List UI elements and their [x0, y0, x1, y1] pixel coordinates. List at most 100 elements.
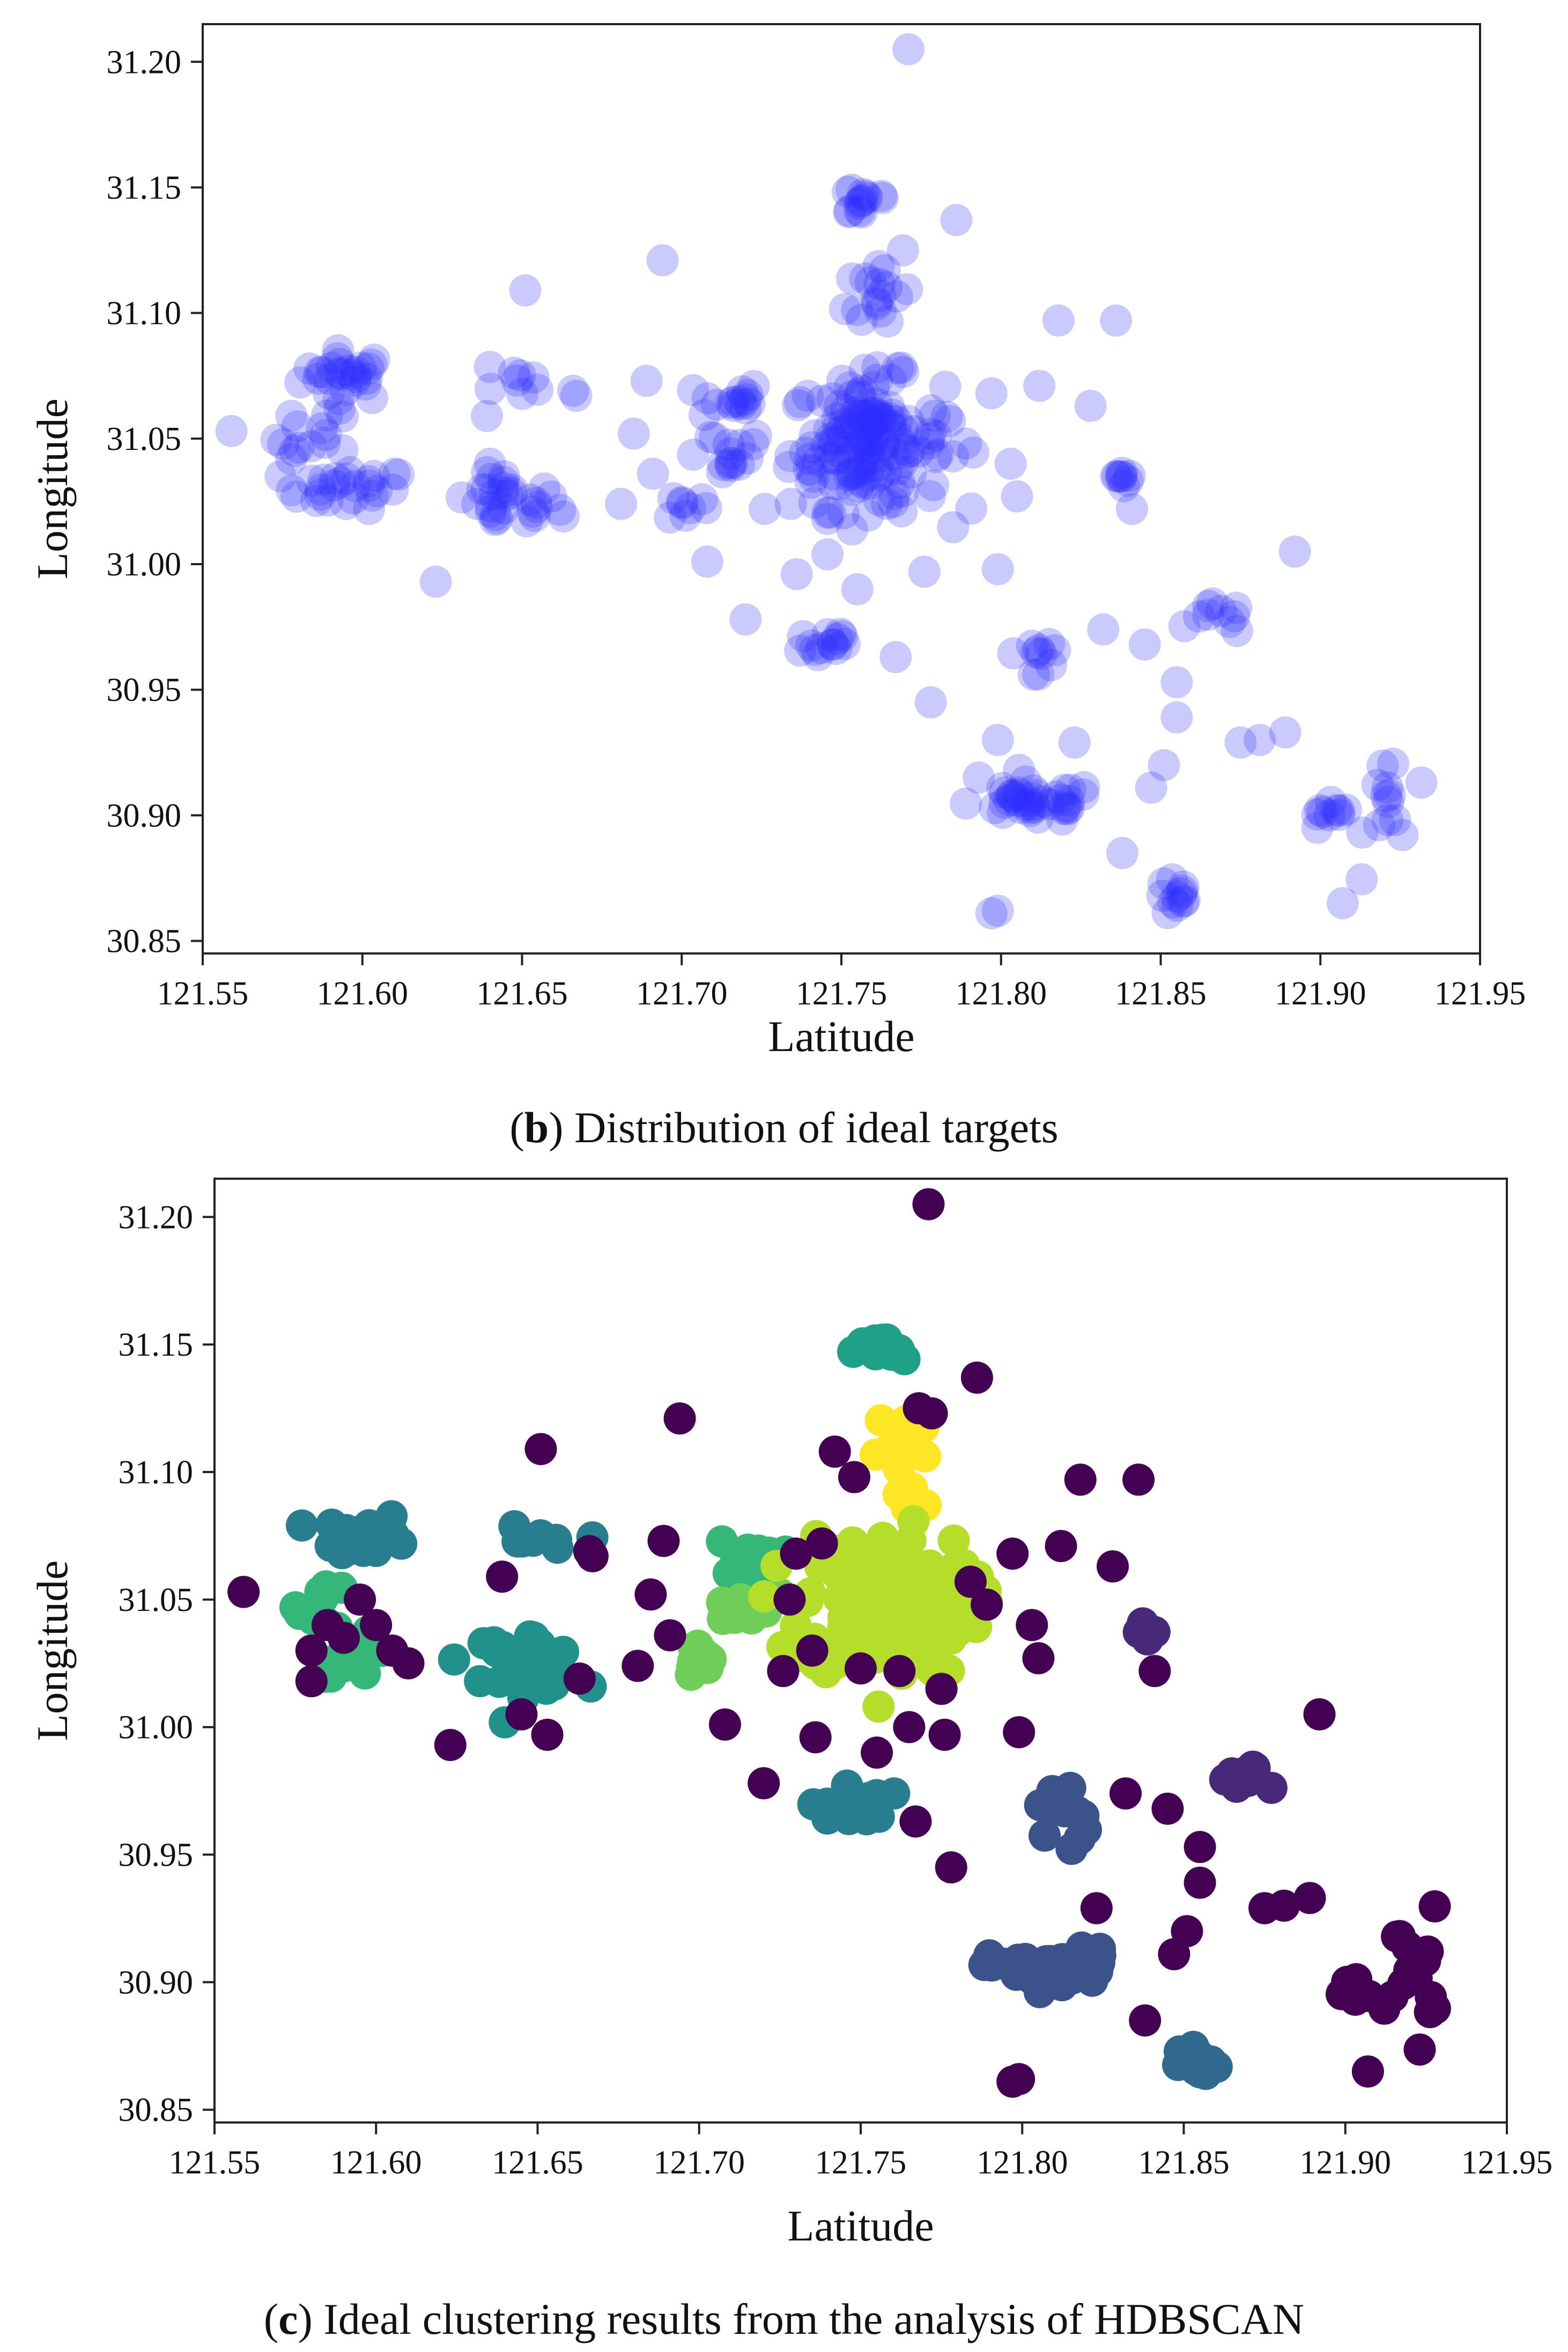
panel-c-y-axis-label: Longitude [28, 1560, 77, 1741]
scatter-point [1180, 2051, 1213, 2084]
scatter-point [797, 461, 830, 493]
scatter-point [350, 363, 383, 395]
scatter-point [902, 435, 935, 468]
panel-b-y-tick-label: 31.10 [107, 295, 182, 332]
scatter-point [831, 175, 864, 208]
scatter-point [861, 351, 894, 383]
scatter-point [888, 1343, 921, 1375]
scatter-point [1161, 881, 1194, 913]
scatter-point [1418, 1890, 1451, 1922]
scatter-point [883, 467, 916, 499]
scatter-point-outlier [912, 1188, 945, 1221]
scatter-point [782, 389, 814, 421]
scatter-point-outlier [767, 1655, 800, 1688]
scatter-point [284, 366, 317, 399]
scatter-point [1304, 794, 1336, 826]
scatter-point-outlier [471, 400, 503, 432]
scatter-point [1313, 799, 1346, 832]
scatter-point [304, 356, 336, 388]
scatter-point [822, 435, 855, 468]
scatter-point [854, 411, 886, 443]
scatter-point-outlier [617, 417, 650, 450]
scatter-point-outlier [328, 1622, 360, 1654]
scatter-point [860, 441, 892, 474]
scatter-point [1301, 798, 1334, 831]
scatter-point-outlier [1064, 1463, 1097, 1496]
scatter-point [847, 177, 879, 210]
scatter-point [487, 465, 520, 498]
scatter-point-outlier [773, 1583, 806, 1616]
scatter-point [795, 454, 828, 487]
scatter-point [832, 411, 865, 443]
scatter-point [1018, 788, 1051, 821]
scatter-point [794, 442, 826, 475]
scatter-point [912, 427, 945, 460]
scatter-point [1105, 456, 1138, 489]
panel-b-x-tick-label: 121.90 [1275, 975, 1366, 1012]
scatter-point [715, 387, 748, 419]
scatter-point [898, 415, 930, 448]
panel-c-y-tick-label: 31.20 [119, 1199, 194, 1236]
scatter-point [833, 196, 866, 228]
scatter-point [1070, 1955, 1103, 1988]
scatter-point [688, 398, 721, 431]
scatter-point [690, 492, 722, 524]
scatter-point-outlier [934, 405, 966, 437]
scatter-point [474, 373, 507, 405]
scatter-point [849, 262, 882, 295]
scatter-point [882, 421, 915, 454]
panel-b-caption-letter: b [524, 1103, 549, 1152]
scatter-point [729, 392, 762, 425]
scatter-point [774, 487, 807, 520]
scatter-point [885, 427, 918, 460]
scatter-point [818, 427, 850, 460]
scatter-point [817, 628, 849, 661]
scatter-point [1379, 804, 1411, 837]
scatter-point [819, 442, 852, 475]
scatter-point [841, 294, 874, 327]
scatter-point [889, 1552, 922, 1585]
scatter-point [718, 385, 750, 418]
scatter-point [1213, 606, 1246, 638]
panel-b-x-tick-label: 121.80 [956, 975, 1047, 1012]
scatter-point [1370, 780, 1403, 812]
scatter-point [860, 400, 892, 432]
scatter-point [813, 413, 846, 446]
scatter-point [475, 495, 507, 528]
scatter-point [868, 427, 901, 460]
panel-c-y-tick-label: 31.05 [119, 1582, 194, 1618]
scatter-point [1003, 776, 1035, 809]
scatter-point [859, 405, 892, 438]
scatter-point-outlier [981, 723, 1014, 756]
scatter-point [330, 487, 363, 520]
scatter-point [520, 491, 553, 523]
panel-b-x-tick-label: 121.70 [636, 975, 728, 1012]
scatter-point [344, 351, 377, 384]
scatter-point [794, 467, 827, 499]
scatter-point [330, 374, 363, 406]
scatter-point [1314, 786, 1347, 818]
scatter-point [995, 779, 1028, 812]
scatter-point-outlier [879, 641, 912, 674]
scatter-point [1221, 615, 1253, 647]
scatter-point-outlier [748, 1767, 780, 1800]
scatter-point-outlier [1129, 2004, 1162, 2037]
scatter-point [323, 347, 356, 380]
panel-b-y-tick-label: 30.85 [107, 923, 182, 960]
scatter-point [805, 632, 838, 664]
panel-b-y-tick-label: 31.05 [107, 421, 182, 457]
scatter-point [929, 371, 961, 403]
scatter-point [829, 293, 861, 326]
scatter-point [811, 496, 844, 529]
scatter-point-outlier [654, 1619, 686, 1652]
scatter-point [897, 1505, 930, 1537]
scatter-point [275, 474, 308, 507]
scatter-point [1033, 628, 1066, 660]
scatter-point [1329, 793, 1362, 826]
scatter-point [950, 787, 982, 820]
scatter-point-outlier [486, 1560, 519, 1593]
scatter-point [528, 472, 561, 505]
scatter-point [677, 438, 709, 471]
scatter-point-outlier [892, 33, 925, 65]
scatter-point-outlier [1100, 304, 1133, 337]
